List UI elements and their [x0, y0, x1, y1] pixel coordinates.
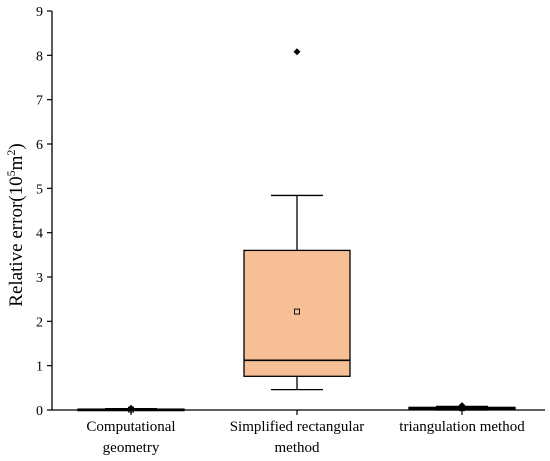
- mean-marker: [294, 308, 300, 315]
- y-tick-label: 9: [36, 5, 43, 20]
- y-axis-title-sup1: 5: [4, 170, 18, 176]
- x-axis-labels: Computational geometry Simplified rectangu…: [86, 419, 525, 456]
- box-3: [408, 402, 516, 412]
- x-category-label: Simplified rectangular method: [230, 419, 365, 456]
- y-tick-label: 5: [36, 182, 43, 197]
- outlier-point: [293, 48, 301, 56]
- box-1: [77, 404, 185, 413]
- y-axis-title-end: ): [6, 143, 27, 149]
- x-category-label-line: triangulation method: [399, 419, 525, 435]
- y-tick-label: 7: [36, 94, 43, 109]
- x-category-label-line: Computational: [86, 419, 175, 435]
- y-axis-title: Relative error(105m2): [4, 143, 27, 306]
- box-2: [243, 48, 351, 391]
- y-axis-title-mid: m: [6, 155, 27, 170]
- x-category-label-line: method: [275, 440, 320, 456]
- y-axis-ticks: 0 1 2 3 4 5 6 7 8 9: [36, 5, 52, 419]
- y-axis-title-main: Relative error(10: [6, 176, 27, 306]
- x-category-label: triangulation method: [399, 419, 525, 435]
- y-tick-label: 4: [36, 227, 43, 242]
- y-tick-label: 3: [36, 271, 43, 286]
- outlier-point: [458, 402, 466, 410]
- y-tick-label: 0: [36, 404, 43, 419]
- y-tick-label: 6: [36, 138, 43, 153]
- x-category-label-line: geometry: [103, 440, 160, 456]
- boxes-group: [77, 48, 516, 413]
- y-tick-label: 8: [36, 49, 43, 64]
- y-tick-label: 1: [36, 360, 43, 375]
- outlier-point: [127, 404, 135, 412]
- box-iqr: [243, 249, 351, 377]
- y-tick-label: 2: [36, 315, 43, 330]
- x-category-label: Computational geometry: [86, 419, 175, 456]
- x-category-label-line: Simplified rectangular: [230, 419, 365, 435]
- y-axis-title-sup2: 2: [4, 150, 18, 156]
